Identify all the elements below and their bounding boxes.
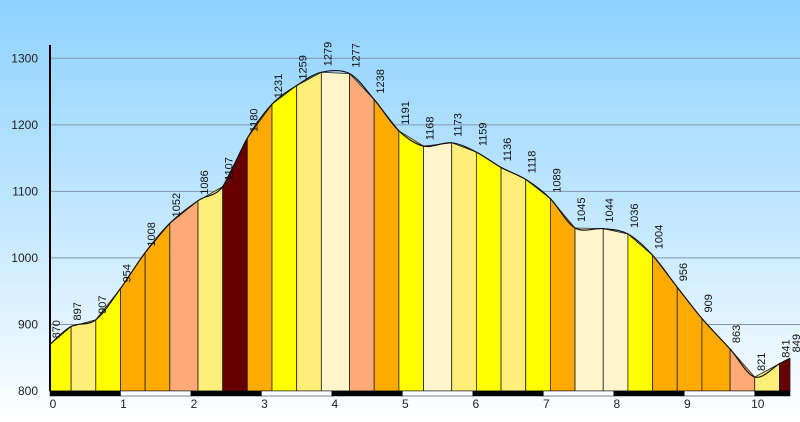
profile-line <box>49 69 791 378</box>
data-label: 1045 <box>576 197 588 221</box>
elevation-band <box>500 166 527 392</box>
elevation-band <box>525 178 551 392</box>
x-axis-bar-segment <box>754 390 791 397</box>
data-label: 1191 <box>400 101 412 125</box>
elevation-band <box>271 84 298 392</box>
elevation-band <box>169 199 199 392</box>
x-tick-label: 0 <box>50 397 57 411</box>
elevation-band <box>701 317 731 392</box>
x-axis-bar-segment <box>120 390 192 397</box>
data-label: 841 <box>780 339 792 357</box>
elevation-band <box>349 72 375 392</box>
elevation-band <box>197 186 224 392</box>
x-tick-label: 8 <box>613 397 620 411</box>
x-tick-label: 1 <box>120 397 127 411</box>
elevation-band <box>574 227 604 392</box>
data-label: 1277 <box>351 43 363 67</box>
data-label: 956 <box>678 263 690 281</box>
elevation-band <box>246 102 273 392</box>
data-label: 1180 <box>248 108 260 132</box>
elevation-band <box>475 151 502 392</box>
data-label: 1279 <box>322 42 334 66</box>
x-axis-bar-segment <box>331 390 403 397</box>
elevation-band <box>451 142 477 392</box>
elevation-band <box>549 197 576 392</box>
x-tick-label: 6 <box>473 397 480 411</box>
elevation-band <box>602 228 629 392</box>
data-label: 821 <box>756 353 768 371</box>
data-label: 1136 <box>502 138 514 162</box>
data-label: 1173 <box>453 113 465 137</box>
data-label: 870 <box>51 320 63 338</box>
y-tick-label: 900 <box>18 317 38 331</box>
x-axis-bar-segment <box>543 390 615 397</box>
data-label: 1004 <box>654 225 666 249</box>
y-tick-label: 800 <box>18 384 38 398</box>
x-axis-bar-segment <box>190 390 262 397</box>
y-tick-label: 1200 <box>11 118 38 132</box>
y-tick-label: 1100 <box>12 184 38 198</box>
x-tick-label: 9 <box>684 397 691 411</box>
elevation-band <box>627 233 653 392</box>
elevation-band <box>320 71 350 392</box>
data-label: 897 <box>72 302 84 320</box>
data-label: 1159 <box>477 122 489 146</box>
data-label: 1231 <box>273 74 285 98</box>
x-tick-label: 7 <box>543 397 550 411</box>
x-axis-bar-segment <box>472 390 544 397</box>
data-label: 1168 <box>425 116 437 140</box>
data-label: 863 <box>731 325 743 343</box>
x-tick-label: 10 <box>751 397 765 411</box>
y-tick-label: 1000 <box>11 251 38 265</box>
data-label: 909 <box>703 294 715 312</box>
data-label: 907 <box>97 295 109 313</box>
elevation-band <box>398 130 424 392</box>
elevation-band <box>296 71 322 392</box>
data-label: 1044 <box>604 198 616 222</box>
elevation-band <box>652 254 678 392</box>
data-label: 1086 <box>199 170 211 194</box>
elevation-band <box>70 319 97 392</box>
x-tick-label: 5 <box>402 397 409 411</box>
data-label: 1008 <box>146 222 158 246</box>
x-tick-label: 3 <box>261 397 268 411</box>
x-axis-bar-segment <box>402 390 474 397</box>
data-label: 1036 <box>629 203 641 227</box>
data-label: 954 <box>121 264 133 282</box>
x-axis-bar-segment <box>261 390 333 397</box>
x-tick-label: 4 <box>332 397 339 411</box>
elevation-band <box>423 142 453 392</box>
data-label: 1118 <box>527 151 539 174</box>
x-axis-bar-segment <box>49 390 121 397</box>
elevation-band <box>373 98 400 392</box>
data-label: 1052 <box>171 193 183 217</box>
x-axis-bar-segment <box>684 390 756 397</box>
data-label: 1259 <box>298 55 310 79</box>
x-axis-bar-segment <box>613 390 685 397</box>
x-tick-label: 2 <box>191 397 198 411</box>
data-label: 1238 <box>375 69 387 93</box>
data-label: 1107 <box>224 157 236 181</box>
data-label: 849 <box>791 334 800 352</box>
elevation-band <box>729 348 756 392</box>
data-label: 1089 <box>551 168 563 192</box>
y-tick-label: 1300 <box>11 51 38 65</box>
